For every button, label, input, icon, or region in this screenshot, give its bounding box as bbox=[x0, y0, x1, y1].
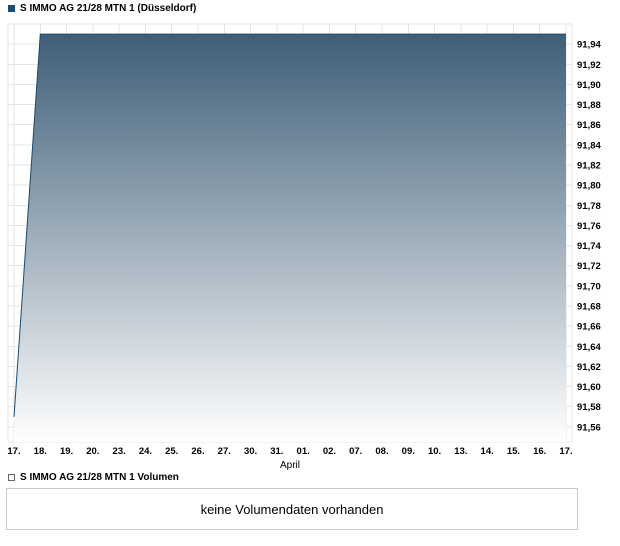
x-tick-label: 18. bbox=[34, 446, 47, 457]
y-tick-label: 91,64 bbox=[577, 342, 601, 353]
x-tick-label: 27. bbox=[218, 446, 231, 457]
volume-series-marker-icon bbox=[8, 474, 15, 481]
y-tick-label: 91,84 bbox=[577, 140, 601, 151]
x-tick-label: 17. bbox=[559, 446, 572, 457]
y-tick-label: 91,70 bbox=[577, 281, 601, 292]
y-tick-label: 91,62 bbox=[577, 362, 601, 373]
price-legend: S IMMO AG 21/28 MTN 1 (Düsseldorf) bbox=[8, 3, 196, 14]
x-tick-label: 09. bbox=[402, 446, 415, 457]
y-tick-label: 91,72 bbox=[577, 261, 601, 272]
volume-legend: S IMMO AG 21/28 MTN 1 Volumen bbox=[8, 472, 179, 483]
y-tick-label: 91,90 bbox=[577, 80, 601, 91]
x-tick-label: 13. bbox=[454, 446, 467, 457]
y-tick-label: 91,76 bbox=[577, 221, 601, 232]
x-tick-label: 14. bbox=[481, 446, 494, 457]
x-tick-label: 31. bbox=[270, 446, 283, 457]
y-tick-label: 91,88 bbox=[577, 100, 601, 111]
price-series-marker-icon bbox=[8, 5, 15, 12]
x-tick-label: 19. bbox=[60, 446, 73, 457]
x-tick-label: 24. bbox=[139, 446, 152, 457]
x-tick-label: 08. bbox=[375, 446, 388, 457]
x-tick-label: 02. bbox=[323, 446, 336, 457]
y-tick-label: 91,74 bbox=[577, 241, 601, 252]
x-tick-label: 30. bbox=[244, 446, 257, 457]
y-tick-label: 91,80 bbox=[577, 181, 601, 192]
x-tick-label: 07. bbox=[349, 446, 362, 457]
x-tick-label: 23. bbox=[113, 446, 126, 457]
x-tick-label: 25. bbox=[165, 446, 178, 457]
volume-empty-message: keine Volumendaten vorhanden bbox=[200, 501, 384, 517]
y-tick-label: 91,78 bbox=[577, 201, 601, 212]
y-tick-label: 91,56 bbox=[577, 422, 601, 433]
price-chart: 17. 18. 19. 20. 23. 24. 25. 26. 27. 30. 31. 01. 02. 0… bbox=[7, 23, 601, 471]
y-tick-label: 91,92 bbox=[577, 60, 601, 71]
volume-legend-label: S IMMO AG 21/28 MTN 1 Volumen bbox=[20, 472, 179, 483]
y-tick-label: 91,94 bbox=[577, 40, 601, 51]
y-tick-label: 91,86 bbox=[577, 120, 601, 131]
y-tick-label: 91,68 bbox=[577, 302, 601, 313]
price-legend-label: S IMMO AG 21/28 MTN 1 (Düsseldorf) bbox=[20, 3, 197, 14]
x-tick-label: 15. bbox=[507, 446, 520, 457]
y-tick-label: 91,66 bbox=[577, 322, 601, 333]
y-tick-label: 91,58 bbox=[577, 402, 601, 413]
x-tick-label: 01. bbox=[297, 446, 310, 457]
x-tick-label: 17. bbox=[7, 446, 20, 457]
x-tick-label: 20. bbox=[86, 446, 99, 457]
x-tick-label: 10. bbox=[428, 446, 441, 457]
x-tick-label: 26. bbox=[191, 446, 204, 457]
y-tick-label: 91,82 bbox=[577, 161, 601, 172]
y-tick-label: 91,60 bbox=[577, 382, 601, 393]
x-axis-month-label: April bbox=[280, 460, 300, 471]
price-area bbox=[14, 34, 566, 442]
price-line bbox=[13, 33, 566, 417]
volume-empty-panel: keine Volumendaten vorhanden bbox=[6, 488, 578, 530]
x-tick-label: 16. bbox=[533, 446, 546, 457]
